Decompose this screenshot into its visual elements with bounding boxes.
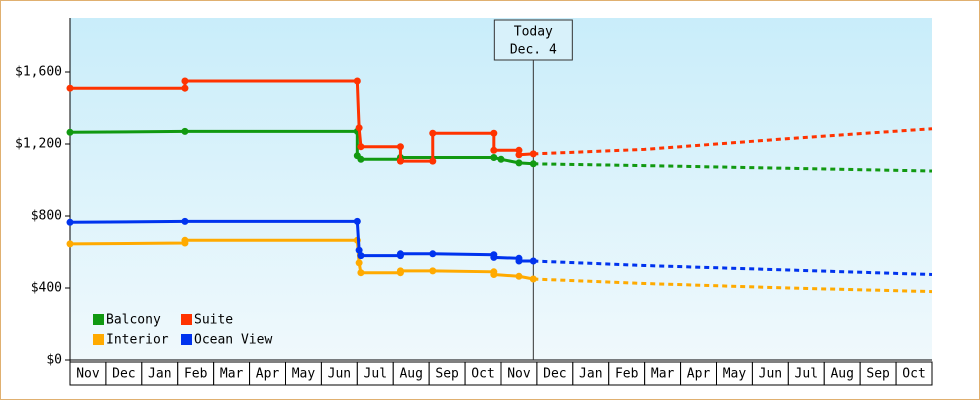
point: [490, 271, 498, 278]
x-tick-label: Sep: [435, 367, 459, 382]
point: [529, 257, 537, 265]
point: [66, 128, 74, 136]
point: [490, 146, 498, 154]
point: [515, 257, 523, 265]
x-tick-label: Feb: [184, 367, 208, 382]
legend-label: Balcony: [106, 313, 161, 328]
today-label: Today: [514, 25, 553, 40]
point: [357, 155, 365, 163]
point: [181, 217, 189, 225]
point: [529, 150, 537, 158]
point: [490, 154, 498, 161]
x-tick-label: Jan: [148, 367, 171, 382]
y-tick-label: $0: [46, 353, 62, 368]
forecast-line: [533, 162, 933, 173]
x-tick-label: May: [723, 367, 747, 382]
point: [396, 267, 404, 275]
x-tick-label: May: [292, 367, 316, 382]
legend-swatch: [93, 334, 104, 345]
point: [429, 129, 437, 137]
point: [396, 157, 404, 165]
point: [429, 157, 437, 165]
point: [515, 159, 523, 167]
point: [497, 155, 505, 163]
point: [357, 252, 365, 260]
x-tick-label: Mar: [220, 367, 244, 382]
x-tick-label: Nov: [507, 367, 531, 382]
forecast-line: [533, 277, 933, 294]
point: [181, 127, 189, 135]
y-tick-label: $400: [31, 281, 62, 296]
x-tick-label: Jun: [759, 367, 782, 382]
point: [355, 246, 363, 254]
y-tick-label: $1,200: [15, 137, 62, 152]
point: [529, 275, 537, 283]
point: [66, 84, 74, 92]
x-tick-label: Oct: [902, 367, 925, 382]
point: [355, 124, 363, 132]
forecast-line: [533, 127, 933, 156]
x-tick-label: Jun: [328, 367, 351, 382]
today-box: [493, 19, 573, 61]
point: [396, 143, 404, 151]
x-tick-label: Nov: [76, 367, 100, 382]
point: [181, 84, 189, 92]
point: [490, 253, 498, 261]
point: [357, 143, 365, 151]
x-tick-label: Sep: [866, 367, 890, 382]
x-tick-label: Dec: [112, 367, 135, 382]
y-tick-label: $800: [31, 209, 62, 224]
point: [355, 259, 363, 267]
x-tick-label: Aug: [399, 367, 422, 382]
point: [515, 151, 523, 159]
point: [396, 250, 404, 258]
x-tick-label: Dec: [543, 367, 566, 382]
x-tick-label: Jul: [364, 367, 387, 382]
point: [66, 240, 74, 248]
point: [181, 77, 189, 85]
x-tick-label: Oct: [471, 367, 494, 382]
x-tick-label: Jul: [795, 367, 818, 382]
legend-swatch: [93, 314, 104, 325]
point: [515, 272, 523, 280]
plot-area: [70, 18, 932, 360]
point: [529, 160, 537, 168]
legend-label: Suite: [194, 313, 233, 328]
y-tick-label: $1,600: [15, 65, 62, 80]
legend-swatch: [181, 334, 192, 345]
point: [357, 269, 365, 277]
legend-label: Ocean View: [194, 333, 272, 348]
point: [181, 236, 189, 244]
month-box: [895, 361, 933, 386]
x-tick-label: Apr: [687, 367, 711, 382]
forecast-line: [533, 259, 933, 276]
legend-swatch: [181, 314, 192, 325]
point: [429, 267, 437, 275]
x-tick-label: Jan: [579, 367, 602, 382]
today-date: Dec. 4: [510, 43, 557, 58]
point: [429, 250, 437, 258]
point: [353, 77, 361, 85]
legend-label: Interior: [106, 333, 169, 348]
point: [490, 129, 498, 137]
x-tick-label: Apr: [256, 367, 280, 382]
point: [66, 218, 74, 226]
x-tick-label: Aug: [830, 367, 853, 382]
x-tick-label: Mar: [651, 367, 675, 382]
point: [353, 217, 361, 225]
x-tick-label: Feb: [615, 367, 639, 382]
